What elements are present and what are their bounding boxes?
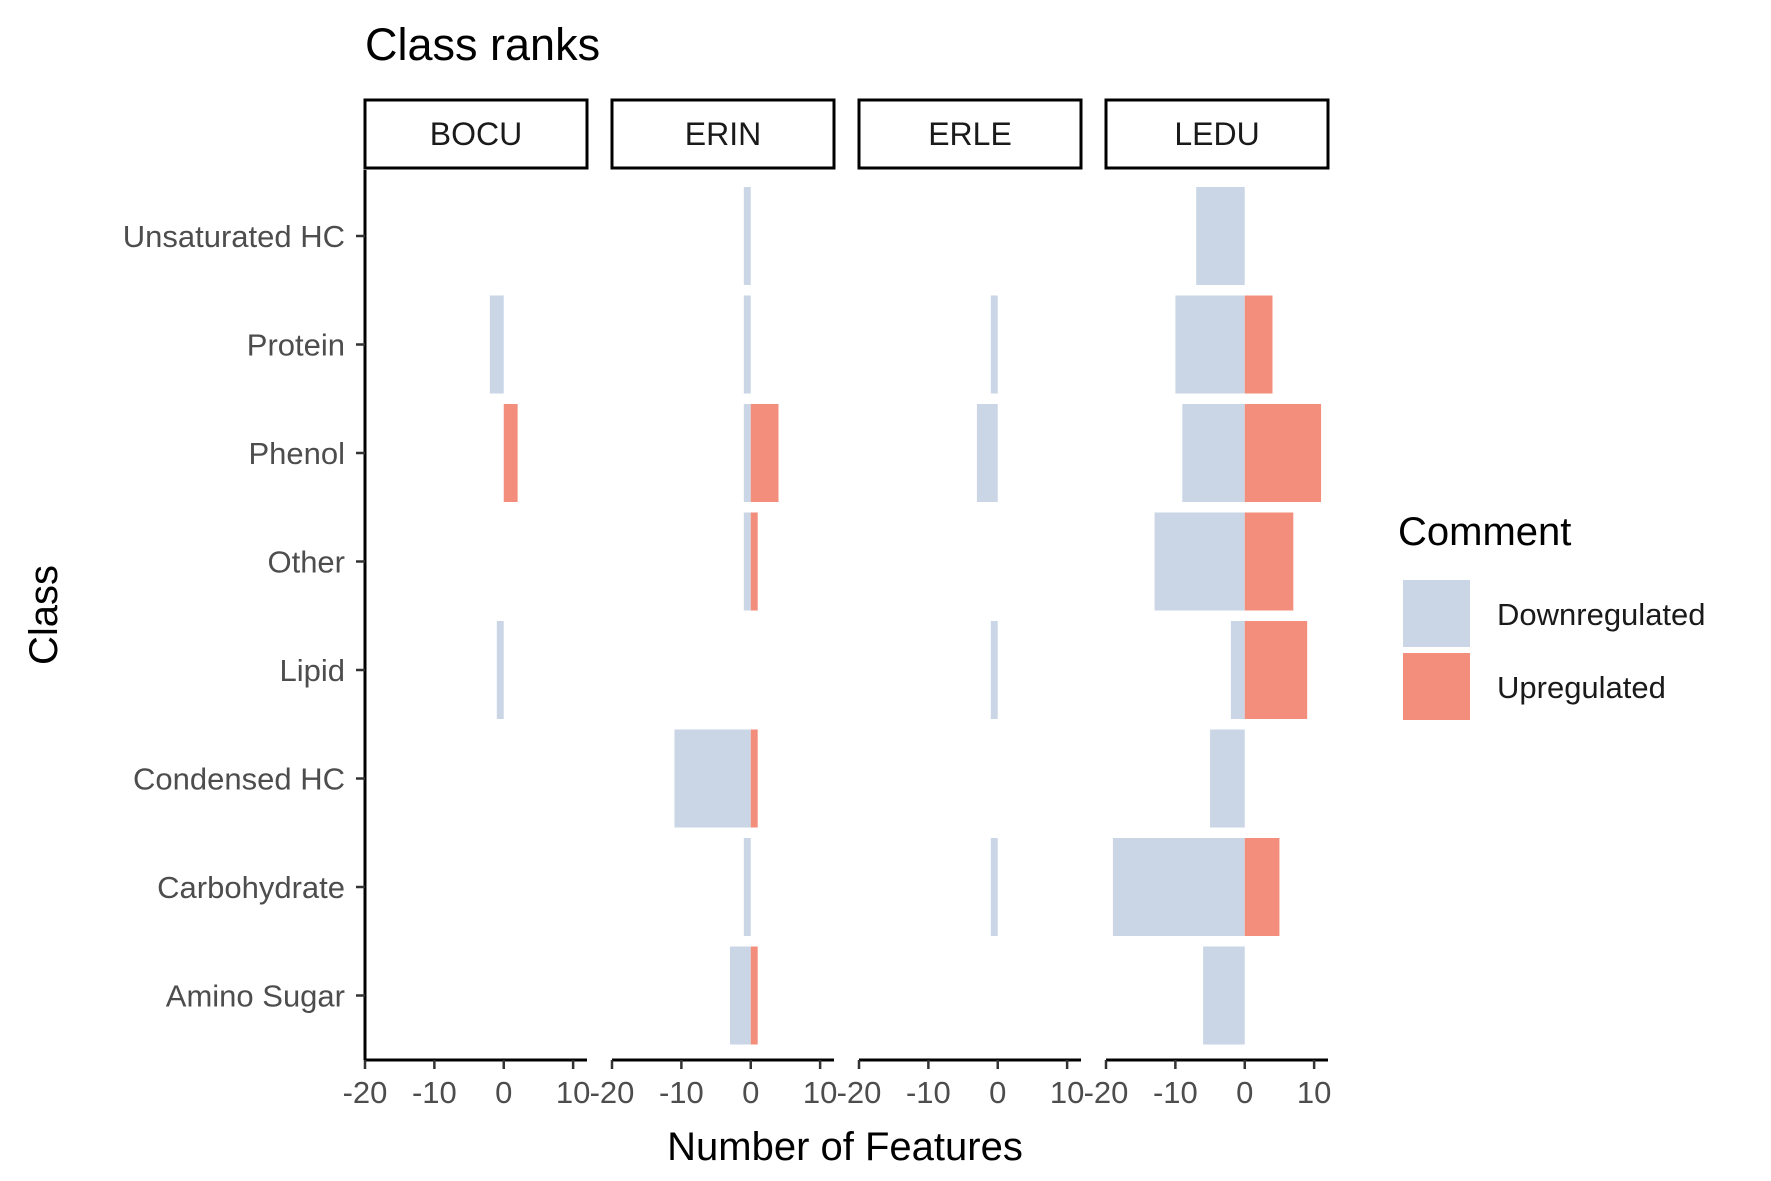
- facet-erin: ERIN -20 -10 0 10: [590, 98, 837, 1110]
- bar-upregulated-other: [1244, 512, 1294, 611]
- y-axis-title: Class: [22, 565, 66, 665]
- x-tick-label: 10: [1297, 1075, 1331, 1110]
- legend-title: Comment: [1398, 510, 1571, 554]
- bar-downregulated-lipid: [990, 621, 998, 719]
- x-tick-label: -10: [906, 1075, 951, 1110]
- x-tick-label: 0: [989, 1075, 1006, 1110]
- y-tick-label-other: Other: [267, 545, 345, 580]
- bars: [1112, 187, 1322, 1045]
- x-tick-label: -20: [1084, 1075, 1129, 1110]
- bar-downregulated-protein: [1175, 295, 1245, 394]
- x-tick-label: -10: [659, 1075, 704, 1110]
- bar-downregulated-unsaturated-hc: [743, 187, 751, 285]
- x-tick-label: 0: [1236, 1075, 1253, 1110]
- facet-strip: [857, 98, 1083, 170]
- bar-upregulated-lipid: [1244, 621, 1308, 719]
- facet-strip-label: LEDU: [1174, 116, 1259, 152]
- facet-erle: ERLE -20 -10 0 10: [837, 98, 1084, 1110]
- x-tick-label: 10: [1050, 1075, 1084, 1110]
- bar-downregulated-carbohydrate: [990, 838, 998, 936]
- bar-downregulated-other: [743, 512, 751, 611]
- x-tick-label: -20: [590, 1075, 635, 1110]
- bar-downregulated-unsaturated-hc: [1196, 187, 1245, 285]
- y-tick-label-condensed-hc: Condensed HC: [133, 762, 345, 797]
- chart-title: Class ranks: [365, 19, 600, 70]
- bar-downregulated-condensed-hc: [1210, 729, 1245, 828]
- bars: [489, 295, 518, 719]
- bar-downregulated-amino-sugar: [1203, 946, 1245, 1045]
- bar-upregulated-carbohydrate: [1244, 838, 1280, 936]
- x-tick-label: -20: [343, 1075, 388, 1110]
- y-tick-label-amino-sugar: Amino Sugar: [166, 979, 345, 1014]
- facet-strip: [1104, 98, 1330, 170]
- x-tick-label: 10: [556, 1075, 590, 1110]
- y-tick-label-carbohydrate: Carbohydrate: [157, 870, 345, 905]
- bar-downregulated-phenol: [1182, 404, 1245, 502]
- bar-downregulated-carbohydrate: [1112, 838, 1245, 936]
- bar-upregulated-phenol: [503, 404, 518, 502]
- x-tick-label: 10: [803, 1075, 837, 1110]
- x-tick-label: -20: [837, 1075, 882, 1110]
- bar-downregulated-phenol: [743, 404, 751, 502]
- x-tick-label: -10: [412, 1075, 457, 1110]
- bar-upregulated-protein: [1244, 295, 1273, 394]
- y-tick-label-unsaturated-hc: Unsaturated HC: [123, 219, 345, 254]
- facet-ledu: LEDU -20 -10 0 10: [1084, 98, 1331, 1110]
- x-tick-label: -10: [1153, 1075, 1198, 1110]
- bar-downregulated-protein: [489, 295, 504, 394]
- facet-strip-label: BOCU: [430, 116, 522, 152]
- bar-downregulated-lipid: [496, 621, 504, 719]
- bar-upregulated-phenol: [1244, 404, 1322, 502]
- y-axis: Unsaturated HC Protein Phenol Other Lipid Con…: [123, 170, 367, 1060]
- x-axis-title: Number of Features: [667, 1125, 1023, 1169]
- facet-bocu: BOCU -20 -10 0 10: [343, 98, 590, 1110]
- x-tick-label: 0: [742, 1075, 759, 1110]
- bar-downregulated-amino-sugar: [729, 946, 751, 1045]
- facet-strip: [610, 98, 836, 170]
- facet-strip-label: ERIN: [685, 116, 761, 152]
- bar-downregulated-phenol: [976, 404, 998, 502]
- bars: [674, 187, 779, 1045]
- bar-upregulated-condensed-hc: [750, 729, 758, 828]
- bar-downregulated-lipid: [1230, 621, 1245, 719]
- bar-upregulated-amino-sugar: [750, 946, 758, 1045]
- y-tick-label-lipid: Lipid: [280, 653, 346, 688]
- bar-downregulated-condensed-hc: [674, 729, 751, 828]
- legend-key-upregulated: [1403, 653, 1470, 720]
- legend-label-downregulated: Downregulated: [1497, 597, 1706, 632]
- bar-downregulated-carbohydrate: [743, 838, 751, 936]
- facet-strip: [363, 98, 589, 170]
- bar-upregulated-phenol: [750, 404, 779, 502]
- facet-strip-label: ERLE: [928, 116, 1012, 152]
- y-tick-label-protein: Protein: [247, 328, 345, 363]
- bar-downregulated-protein: [990, 295, 998, 394]
- y-tick-label-phenol: Phenol: [248, 436, 345, 471]
- legend-label-upregulated: Upregulated: [1497, 670, 1666, 705]
- x-tick-label: 0: [495, 1075, 512, 1110]
- bars: [976, 295, 998, 936]
- bar-upregulated-other: [750, 512, 758, 611]
- legend-key-downregulated: [1403, 580, 1470, 647]
- bar-downregulated-other: [1154, 512, 1245, 611]
- legend: Comment Downregulated Upregulated: [1398, 510, 1706, 720]
- bar-downregulated-protein: [743, 295, 751, 394]
